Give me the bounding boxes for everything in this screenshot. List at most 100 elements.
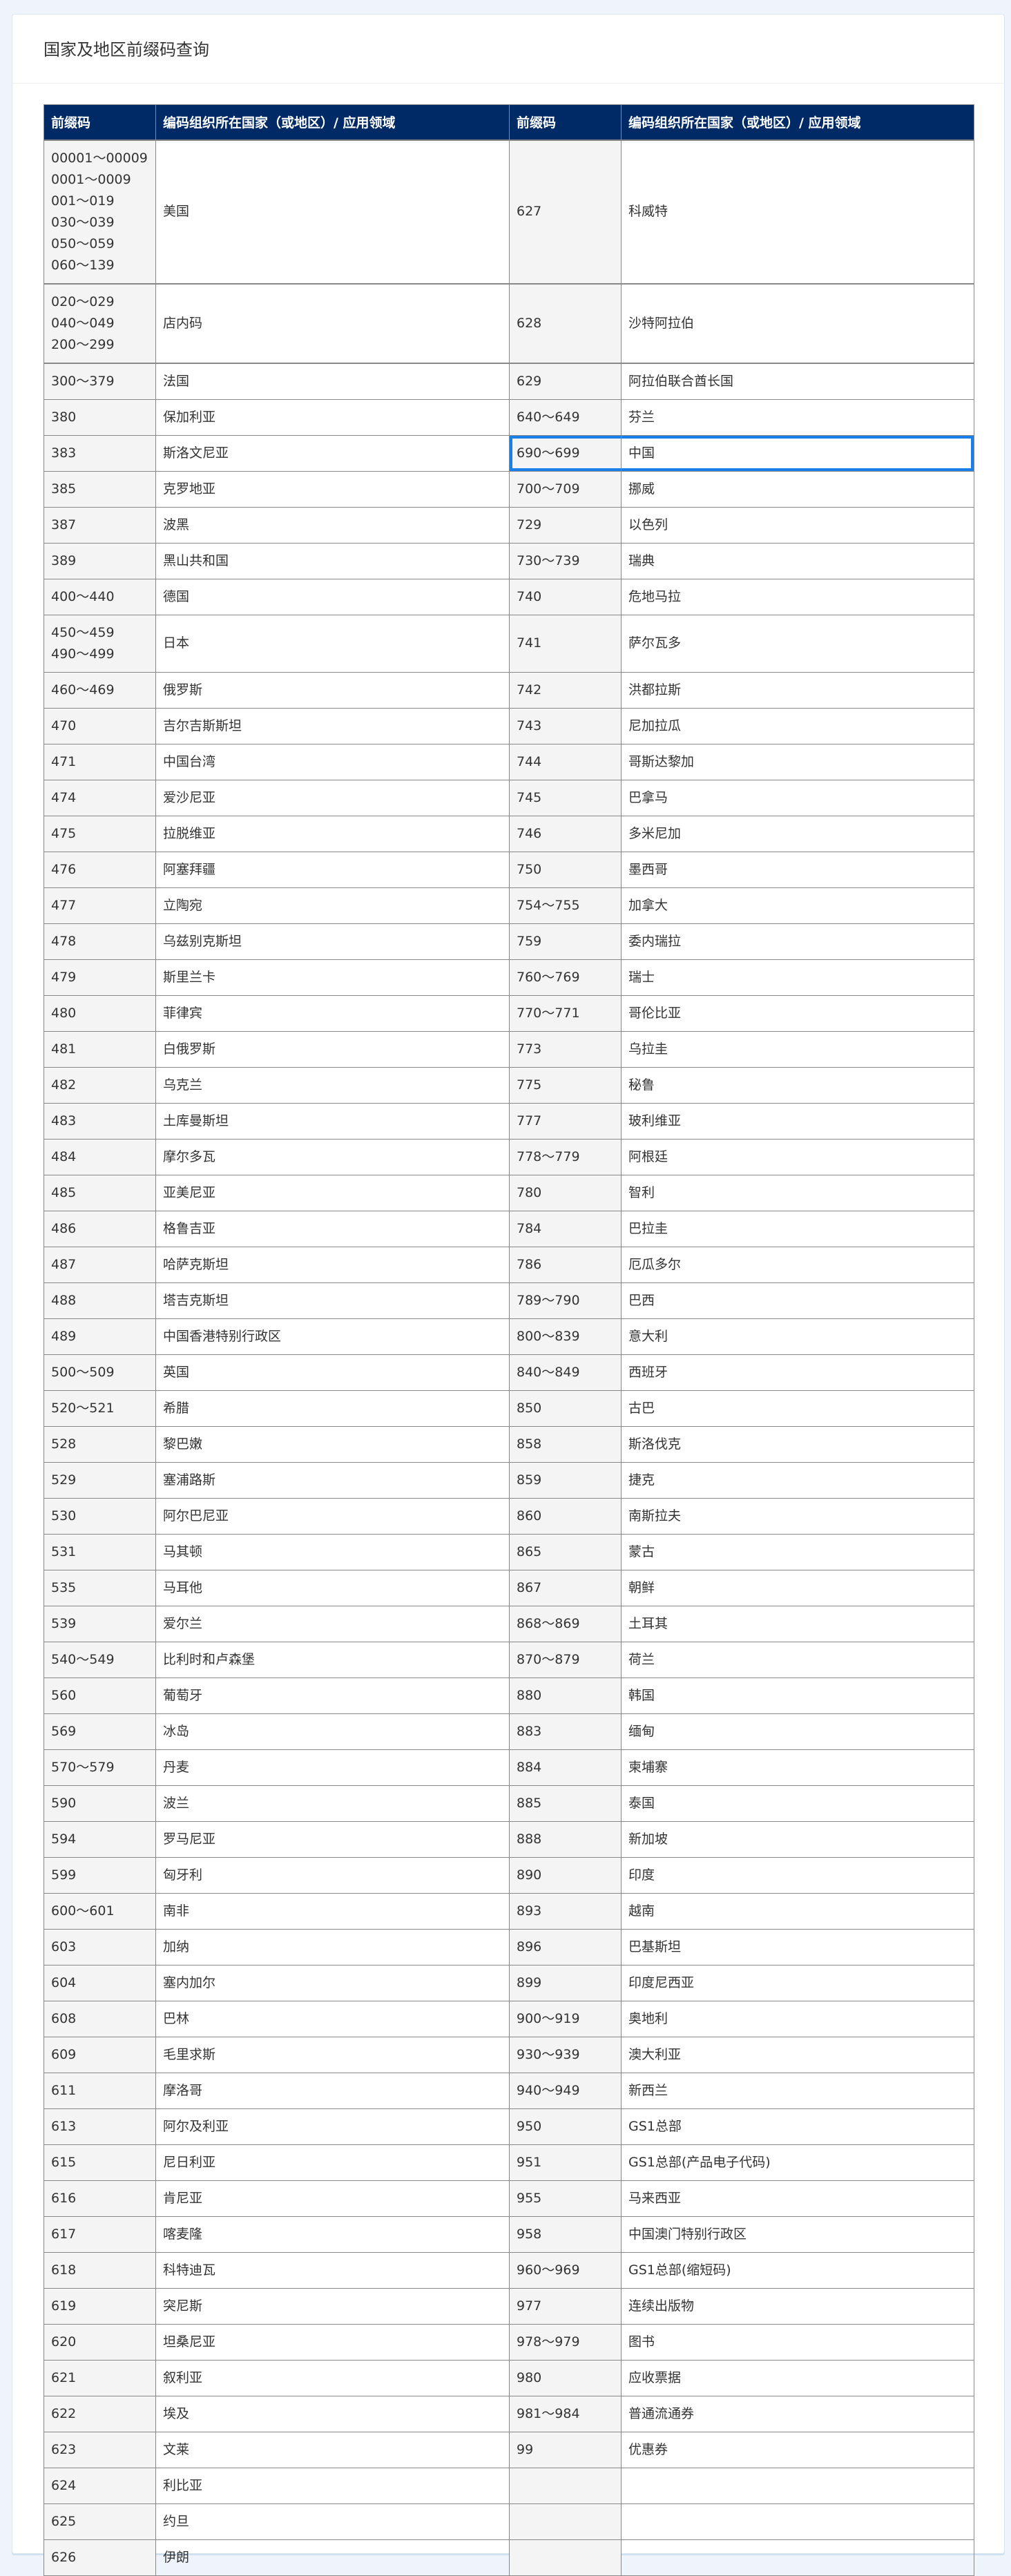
country-cell[interactable]: 毛里求斯 [155,2036,510,2073]
prefix-code-cell[interactable]: 387 [44,506,156,544]
country-cell[interactable]: 塞浦路斯 [155,1461,510,1499]
prefix-code-cell[interactable]: 754～755 [509,887,622,924]
country-cell[interactable]: 阿根廷 [621,1138,974,1175]
country-cell[interactable]: 阿尔及利亚 [155,2108,510,2145]
country-cell[interactable]: 瑞典 [621,542,974,579]
country-cell[interactable]: 新加坡 [621,1820,974,1858]
country-cell[interactable]: 中国台湾 [155,743,510,780]
country-cell[interactable]: 肯尼亚 [155,2180,510,2217]
prefix-code-cell[interactable]: 600～601 [44,1892,156,1930]
prefix-code-cell[interactable]: 486 [44,1210,156,1247]
prefix-code-cell[interactable]: 860 [509,1497,622,1535]
country-cell[interactable]: 挪威 [621,470,974,508]
prefix-code-cell[interactable]: 867 [509,1569,622,1606]
country-cell[interactable]: 斯洛文尼亚 [155,434,510,472]
country-cell[interactable]: 马耳他 [155,1569,510,1606]
prefix-code-cell[interactable]: 865 [509,1533,622,1570]
prefix-code-cell[interactable]: 759 [509,923,622,960]
prefix-code-cell[interactable]: 615 [44,2144,156,2181]
prefix-code-cell[interactable]: 618 [44,2251,156,2289]
prefix-code-cell[interactable]: 750 [509,851,622,888]
country-cell[interactable]: 新西兰 [621,2072,974,2109]
country-cell[interactable]: 奥地利 [621,2000,974,2037]
country-cell[interactable]: 以色列 [621,506,974,544]
prefix-code-cell[interactable]: 777 [509,1102,622,1140]
country-cell[interactable]: 韩国 [621,1677,974,1714]
country-cell[interactable]: 黎巴嫩 [155,1425,510,1463]
country-cell[interactable]: 吉尔吉斯斯坦 [155,707,510,744]
prefix-code-cell[interactable]: 740 [509,578,622,615]
country-cell[interactable]: 俄罗斯 [155,671,510,709]
country-cell[interactable]: 马其顿 [155,1533,510,1570]
prefix-code-cell[interactable]: 958 [509,2215,622,2253]
country-cell[interactable]: 科特迪瓦 [155,2251,510,2289]
prefix-code-cell[interactable]: 481 [44,1030,156,1068]
prefix-code-cell[interactable]: 477 [44,887,156,924]
country-cell[interactable]: 埃及 [155,2395,510,2432]
prefix-code-cell[interactable]: 700～709 [509,470,622,508]
country-cell[interactable]: 朝鲜 [621,1569,974,1606]
country-cell[interactable]: 波黑 [155,506,510,544]
country-cell[interactable]: 丹麦 [155,1749,510,1786]
prefix-code-cell[interactable]: 880 [509,1677,622,1714]
country-cell[interactable]: 智利 [621,1174,974,1211]
prefix-code-cell[interactable]: 744 [509,743,622,780]
prefix-code-cell[interactable]: 741 [509,614,622,673]
prefix-code-cell[interactable]: 480 [44,994,156,1032]
country-cell[interactable]: 爱沙尼亚 [155,779,510,816]
prefix-code-cell[interactable]: 893 [509,1892,622,1930]
country-cell[interactable]: 巴拉圭 [621,1210,974,1247]
prefix-code-cell[interactable]: 896 [509,1928,622,1965]
country-cell[interactable]: 斯洛伐克 [621,1425,974,1463]
prefix-code-cell[interactable]: 520～521 [44,1390,156,1427]
country-cell[interactable]: 马来西亚 [621,2180,974,2217]
country-cell[interactable]: 冰岛 [155,1713,510,1750]
prefix-code-cell[interactable]: 487 [44,1246,156,1283]
prefix-code-cell[interactable]: 489 [44,1318,156,1355]
prefix-code-cell[interactable]: 890 [509,1856,622,1894]
country-cell[interactable]: 秘鲁 [621,1066,974,1104]
prefix-code-cell[interactable]: 885 [509,1785,622,1822]
prefix-code-cell[interactable]: 859 [509,1461,622,1499]
prefix-code-cell[interactable]: 627 [509,139,622,284]
prefix-code-cell[interactable]: 870～879 [509,1641,622,1678]
country-cell[interactable]: 坦桑尼亚 [155,2323,510,2361]
prefix-code-cell[interactable]: 850 [509,1390,622,1427]
country-cell[interactable]: 瑞士 [621,959,974,996]
country-cell[interactable]: 普通流通券 [621,2395,974,2432]
country-cell[interactable]: 店内码 [155,282,510,363]
country-cell[interactable]: 沙特阿拉伯 [621,282,974,363]
prefix-code-cell[interactable] [509,2467,622,2504]
country-cell[interactable]: 优惠券 [621,2431,974,2468]
prefix-code-cell[interactable]: 479 [44,959,156,996]
prefix-code-cell[interactable]: 540～549 [44,1641,156,1678]
prefix-code-cell[interactable]: 500～509 [44,1354,156,1391]
prefix-code-cell[interactable]: 960～969 [509,2251,622,2289]
country-cell[interactable]: 土库曼斯坦 [155,1102,510,1140]
prefix-code-cell[interactable]: 623 [44,2431,156,2468]
country-cell[interactable]: 巴拿马 [621,779,974,816]
country-cell[interactable]: 缅甸 [621,1713,974,1750]
prefix-code-cell[interactable]: 622 [44,2395,156,2432]
country-cell[interactable]: 比利时和卢森堡 [155,1641,510,1678]
prefix-code-cell[interactable]: 389 [44,542,156,579]
prefix-code-cell[interactable]: 476 [44,851,156,888]
country-cell[interactable]: 捷克 [621,1461,974,1499]
country-cell[interactable]: 摩洛哥 [155,2072,510,2109]
country-cell[interactable]: 中国 [621,434,974,472]
prefix-code-cell[interactable]: 488 [44,1282,156,1319]
country-cell[interactable]: 中国澳门特别行政区 [621,2215,974,2253]
country-cell[interactable]: 土耳其 [621,1605,974,1642]
prefix-code-cell[interactable]: 471 [44,743,156,780]
country-cell[interactable]: 墨西哥 [621,851,974,888]
country-cell[interactable]: 澳大利亚 [621,2036,974,2073]
prefix-code-cell[interactable]: 00001～00009 0001～0009 001～019 030～039 050～05… [44,139,156,284]
prefix-code-cell[interactable]: 483 [44,1102,156,1140]
country-cell[interactable]: 罗马尼亚 [155,1820,510,1858]
country-cell[interactable]: 摩尔多瓦 [155,1138,510,1175]
country-cell[interactable]: 白俄罗斯 [155,1030,510,1068]
prefix-code-cell[interactable]: 450～459 490～499 [44,614,156,673]
country-cell[interactable]: 乌拉圭 [621,1030,974,1068]
country-cell[interactable]: 哥斯达黎加 [621,743,974,780]
prefix-code-cell[interactable]: 485 [44,1174,156,1211]
